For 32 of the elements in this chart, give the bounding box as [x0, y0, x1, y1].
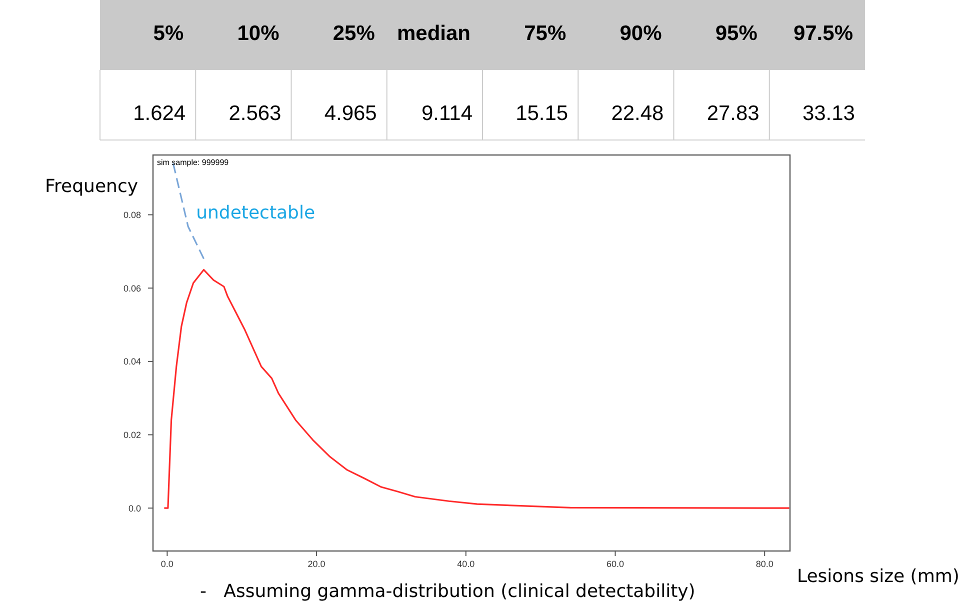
- category-label: 95%: [715, 22, 758, 45]
- x-axis-title: Lesions size (mm): [797, 566, 960, 587]
- category-label: 75%: [524, 22, 566, 45]
- category-label: 90%: [620, 22, 662, 45]
- data-label: 2.563: [228, 102, 282, 125]
- x-tick-label: 0.0: [160, 559, 174, 569]
- data-label: 33.13: [802, 102, 855, 125]
- category-label: 10%: [237, 22, 280, 45]
- annotation: sim sample: 999999: [157, 158, 230, 167]
- data-label: 22.48: [611, 102, 664, 125]
- x-tick-label: 80.0: [756, 559, 774, 569]
- data-label: 15.15: [516, 102, 568, 125]
- category-label: 97.5%: [793, 22, 854, 45]
- y-tick-label: 0.02: [123, 430, 141, 440]
- data-label: 27.83: [706, 102, 760, 125]
- data-label: 1.624: [133, 102, 186, 125]
- y-tick-label: 0.08: [123, 210, 141, 220]
- y-tick-label: 0.04: [123, 356, 141, 367]
- x-tick-label: 20.0: [308, 559, 326, 569]
- category-label: 5%: [153, 22, 184, 45]
- y-tick-label: 0.06: [123, 283, 141, 294]
- y-tick-label: 0.0: [128, 503, 141, 514]
- annotation: undetectable: [196, 202, 316, 224]
- category-label: median: [396, 22, 470, 45]
- line-series: [163, 268, 790, 509]
- text: - Assuming gamma-distribution (clinical detectability): [200, 581, 696, 602]
- x-tick-label: 40.0: [457, 559, 475, 569]
- x-tick-label: 60.0: [606, 559, 624, 569]
- data-label: 4.965: [324, 102, 377, 125]
- y-axis-title: Frequency: [45, 176, 138, 197]
- data-label: 9.114: [422, 102, 473, 125]
- category-label: 25%: [332, 22, 376, 45]
